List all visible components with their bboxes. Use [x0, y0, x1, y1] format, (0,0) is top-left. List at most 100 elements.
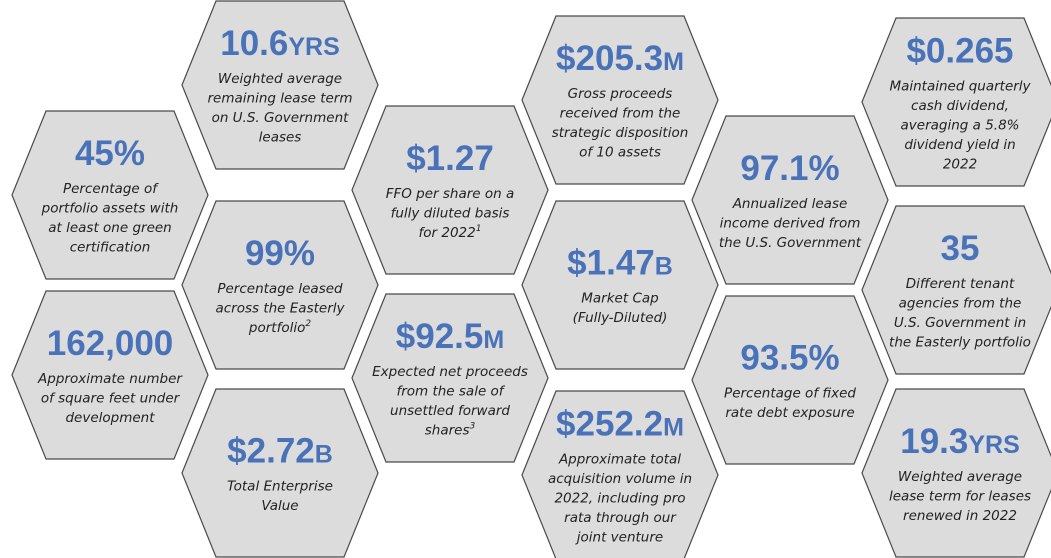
stat-value: $0.265	[906, 31, 1013, 70]
line-text: joint venture	[575, 529, 663, 545]
unit: YRS	[968, 431, 1019, 459]
line-text: Value	[261, 498, 298, 514]
line-text: of square feet under	[41, 390, 181, 406]
description-line: leases	[259, 130, 302, 146]
description-line: Approximate total	[558, 451, 681, 467]
line-text: dividend yield in	[904, 137, 1015, 153]
footnote: 1	[476, 224, 482, 234]
hexagon	[181, 0, 379, 170]
stat-value: $1.27	[406, 139, 494, 178]
stat-hexagon: 162,000 Approximate number of square feet …	[11, 290, 209, 460]
description-line: Percentage leased	[217, 281, 343, 297]
line-text: development	[65, 410, 155, 426]
description-line: Annualized lease	[732, 196, 848, 212]
hexagon	[861, 205, 1051, 375]
description-line: received from the	[560, 106, 681, 122]
value: 97.1%	[740, 149, 839, 188]
description-line: acquisition volume in	[548, 471, 692, 487]
value: $0.265	[906, 31, 1013, 70]
line-text: leases	[259, 130, 302, 146]
value: 93.5%	[740, 339, 839, 378]
hexagon	[181, 200, 379, 370]
line-text: Weighted average	[218, 71, 342, 87]
line-text: Approximate number	[37, 371, 183, 387]
stat-value: $92.5M	[396, 317, 504, 356]
line-text: Different tenant	[906, 276, 1015, 292]
description-line: (Fully-Diluted)	[573, 310, 668, 326]
description-line: rata through our	[564, 510, 677, 526]
hexagon	[181, 388, 379, 558]
value: $205.3	[556, 39, 663, 78]
line-text: at least one green	[48, 220, 172, 236]
description-line: Percentage of	[63, 181, 159, 197]
description-line: across the Easterly	[215, 300, 345, 316]
hexagon	[351, 293, 549, 463]
description-line: shares3	[425, 422, 476, 439]
description-line: Different tenant	[906, 276, 1015, 292]
line-text: portfolio assets with	[41, 201, 179, 217]
stat-value: $1.47B	[567, 244, 673, 283]
hexagon	[861, 17, 1051, 187]
value: 35	[941, 229, 980, 268]
line-text: Percentage of	[63, 181, 159, 197]
description-line: U.S. Government in	[894, 315, 1026, 331]
value: 99%	[245, 234, 315, 273]
line-text: Approximate total	[558, 451, 681, 467]
description-line: development	[65, 410, 155, 426]
line-text: Gross proceeds	[568, 86, 673, 102]
line-text: averaging a 5.8%	[901, 117, 1020, 133]
line-text: on U.S. Government	[212, 110, 350, 126]
line-text: rate debt exposure	[725, 405, 854, 421]
hexagon	[351, 105, 549, 275]
footnote: 2	[305, 319, 311, 329]
stat-hexagon: $205.3M Gross proceeds received from the st…	[521, 15, 719, 185]
stat-hexagon: 45% Percentage of portfolio assets with at …	[11, 110, 209, 280]
line-text: lease term for leases	[889, 488, 1031, 504]
description-line: dividend yield in	[904, 137, 1015, 153]
line-text: from the sale of	[396, 384, 505, 400]
line-text: (Fully-Diluted)	[573, 310, 668, 326]
stat-hexagon: 97.1% Annualized lease income derived from…	[691, 115, 889, 285]
description-line: remaining lease term	[207, 91, 352, 107]
description-line: Total Enterprise	[227, 479, 333, 495]
line-text: Total Enterprise	[227, 479, 333, 495]
hexagon	[691, 295, 889, 465]
description-line: from the sale of	[396, 384, 505, 400]
stat-value: 45%	[75, 134, 145, 173]
description-line: FFO per share on a	[386, 186, 515, 202]
stat-value: $252.2M	[556, 404, 684, 443]
description-line: for 20221	[419, 224, 482, 241]
description-line: Maintained quarterly	[889, 78, 1031, 94]
stat-hexagon: 35 Different tenant agencies from the U.S. …	[861, 205, 1051, 375]
description-line: Market Cap	[581, 291, 658, 307]
line-text: strategic disposition	[552, 125, 689, 141]
description-line: joint venture	[575, 529, 663, 545]
line-text: income derived from	[720, 215, 861, 231]
line-text: cash dividend,	[911, 98, 1009, 114]
value: 19.3	[900, 422, 968, 461]
description-line: portfolio assets with	[41, 201, 179, 217]
unit: YRS	[288, 33, 339, 61]
description-line: Approximate number	[37, 371, 183, 387]
line-text: Expected net proceeds	[372, 364, 528, 380]
unit: B	[315, 441, 333, 469]
description-line: unsettled forward	[390, 403, 510, 419]
line-text: portfolio	[248, 320, 305, 336]
hexagon	[11, 110, 209, 280]
line-text: Annualized lease	[732, 196, 848, 212]
line-text: rata through our	[564, 510, 677, 526]
description-line: Weighted average	[898, 469, 1022, 485]
description-line: fully diluted basis	[391, 205, 510, 221]
line-text: acquisition volume in	[548, 471, 692, 487]
stat-hexagon: 10.6YRS Weighted average remaining lease t…	[181, 0, 379, 170]
stat-hexagon: 19.3YRS Weighted average lease term for le…	[861, 388, 1051, 558]
line-text: fully diluted basis	[391, 205, 510, 221]
line-text: Market Cap	[581, 291, 658, 307]
description-line: strategic disposition	[552, 125, 689, 141]
description-line: on U.S. Government	[212, 110, 350, 126]
stat-hexagon: $92.5M Expected net proceeds from the sale…	[351, 293, 549, 463]
description-line: 2022	[943, 156, 977, 172]
stat-value: 99%	[245, 234, 315, 273]
stat-hexagon: 99% Percentage leased across the Easterly p…	[181, 200, 379, 370]
description-line: Expected net proceeds	[372, 364, 528, 380]
